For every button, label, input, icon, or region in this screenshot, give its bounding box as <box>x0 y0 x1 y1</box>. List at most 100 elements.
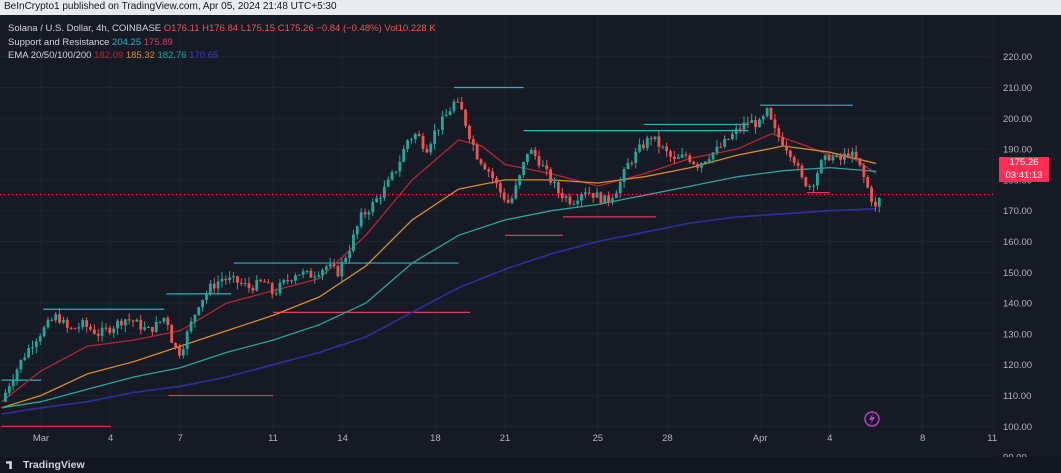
candle-body <box>367 212 371 215</box>
candle-body <box>201 299 205 308</box>
legend-ema100-value: 182.76 <box>157 50 187 61</box>
x-tick-label: 4 <box>827 433 832 444</box>
candle-body <box>382 186 386 198</box>
candle-body <box>27 348 31 358</box>
tradingview-logo[interactable]: TradingView <box>6 459 85 471</box>
candle-body <box>653 136 657 140</box>
legend-ema-row[interactable]: EMA 20/50/100/200 182.09 185.32 182.76 1… <box>8 49 436 63</box>
candle-body <box>239 282 243 284</box>
x-tick-label: 14 <box>337 433 348 444</box>
candle-body <box>54 314 58 321</box>
candle-body <box>839 155 843 160</box>
candle-body <box>294 275 297 281</box>
candle-body <box>866 177 870 188</box>
candle-body <box>220 278 224 282</box>
ema-line-ema100 <box>1 166 877 409</box>
candle-body <box>580 194 583 201</box>
candle-body <box>471 139 475 145</box>
legend-symbol-row[interactable]: Solana / U.S. Dollar, 4h, COINBASE O176.… <box>8 22 436 36</box>
y-tick-label: 220.00 <box>1003 52 1032 63</box>
candle-body <box>216 281 220 289</box>
candle-body <box>738 128 742 130</box>
y-tick-label: 170.00 <box>1003 206 1032 217</box>
candle-body <box>429 143 433 153</box>
candle-body <box>394 171 398 173</box>
candle-body <box>819 160 823 174</box>
candle-body <box>835 155 839 157</box>
candle-body <box>321 269 324 276</box>
candle-body <box>522 161 525 176</box>
candle-body <box>69 327 73 329</box>
candle-body <box>178 347 181 356</box>
candle-body <box>7 386 11 393</box>
candle-body <box>50 319 54 321</box>
candle-body <box>576 200 580 204</box>
y-tick-label: 160.00 <box>1003 237 1032 248</box>
candle-body <box>812 185 815 187</box>
candle-body <box>692 161 696 164</box>
chart-area[interactable] <box>0 15 1061 457</box>
candle-body <box>89 326 92 330</box>
candle-body <box>816 173 819 186</box>
x-tick-label: 8 <box>920 433 925 444</box>
ema-line-ema200 <box>1 207 877 415</box>
candle-body <box>769 108 773 120</box>
legend-volume: Vol10.228 K <box>384 23 436 34</box>
candle-body <box>247 283 251 288</box>
candle-body <box>127 319 131 321</box>
x-tick-label: 18 <box>430 433 441 444</box>
candle-body <box>634 151 638 164</box>
price-chart[interactable]: 220.00210.00200.00190.00180.00170.00160.… <box>0 15 1061 457</box>
candle-body <box>661 146 665 148</box>
candle-body <box>309 270 313 278</box>
candle-body <box>174 342 177 348</box>
candle-body <box>185 331 189 350</box>
candle-body <box>398 161 402 172</box>
candle-body <box>862 165 866 178</box>
candle-body <box>440 116 444 130</box>
legend-sr-row[interactable]: Support and Resistance 204.25 175.89 <box>8 36 436 50</box>
candle-body <box>761 116 765 120</box>
candle-body <box>734 128 738 134</box>
candle-body <box>630 162 634 164</box>
candle-body <box>359 212 363 227</box>
legend-ema50-value: 185.32 <box>125 50 155 61</box>
candle-body <box>386 179 390 187</box>
candle-body <box>448 111 452 116</box>
candle-body <box>777 128 781 138</box>
candle-body <box>874 201 877 207</box>
candle-body <box>649 137 653 140</box>
candle-body <box>31 346 34 349</box>
candle-body <box>553 182 556 184</box>
candle-body <box>104 327 108 329</box>
candle-body <box>77 327 81 329</box>
candle-body <box>38 336 42 342</box>
candle-body <box>15 369 19 380</box>
chart-legend: Solana / U.S. Dollar, 4h, COINBASE O176.… <box>8 22 436 63</box>
candle-body <box>375 198 379 203</box>
candle-body <box>131 320 135 322</box>
candle-body <box>19 359 23 370</box>
candle-body <box>800 165 804 178</box>
y-tick-label: 90.00 <box>1003 453 1027 457</box>
candle-body <box>460 101 464 110</box>
candle-body <box>746 122 750 124</box>
y-tick-label: 190.00 <box>1003 145 1032 156</box>
candle-body <box>831 156 835 161</box>
candle-body <box>270 283 274 294</box>
candle-body <box>197 307 201 315</box>
candle-body <box>533 149 537 157</box>
legend-ema-label: EMA 20/50/100/200 <box>8 50 92 61</box>
candle-body <box>727 138 730 140</box>
candle-body <box>750 120 754 124</box>
candle-body <box>688 155 692 162</box>
last-price-tag: 175.26 03:41:13 <box>999 157 1049 182</box>
candle-body <box>483 163 487 170</box>
candle-body <box>468 125 471 140</box>
candle-body <box>502 192 506 200</box>
candle-body <box>425 148 429 153</box>
candle-body <box>758 119 761 128</box>
candle-body <box>487 169 491 172</box>
candle-body <box>622 169 626 182</box>
y-tick-label: 150.00 <box>1003 268 1032 279</box>
